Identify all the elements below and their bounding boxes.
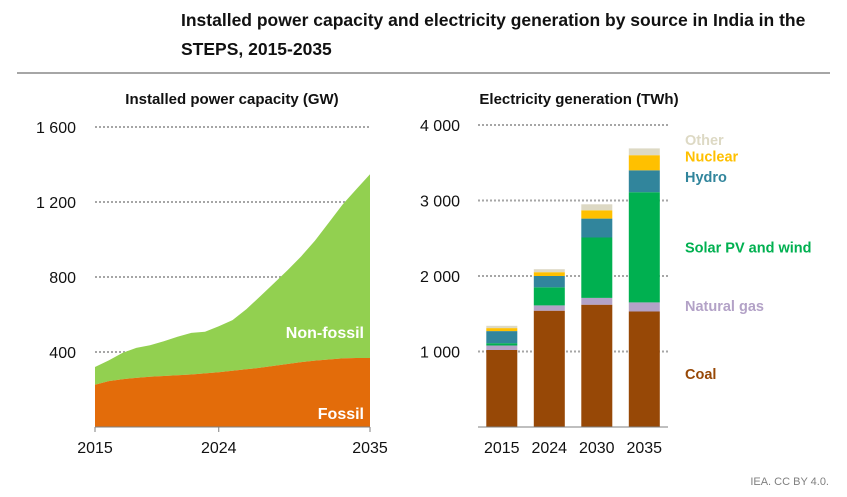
bar-segment-coal <box>581 304 613 427</box>
bar-segment-other <box>581 204 613 211</box>
bar-segment-other <box>628 148 660 156</box>
fossil-area <box>95 358 370 427</box>
generation-y-tick-label: 2 000 <box>420 269 460 286</box>
generation-x-tick-label: 2035 <box>626 440 662 457</box>
generation-y-tick-label: 4 000 <box>420 118 460 135</box>
capacity-x-tick-label: 2024 <box>201 440 237 457</box>
bar-segment-nuclear <box>486 328 518 332</box>
legend-label: Coal <box>685 367 716 383</box>
bar-segment-coal <box>486 350 518 427</box>
bar-segment-natural-gas <box>486 345 518 350</box>
generation-y-tick-label: 3 000 <box>420 194 460 211</box>
generation-chart-title: Electricity generation (TWh) <box>479 91 678 108</box>
capacity-y-tick-label: 1 200 <box>36 195 76 212</box>
bar-segment-coal <box>628 311 660 427</box>
source-credit: IEA. CC BY 4.0. <box>750 476 829 488</box>
bar-segment-solar-pv-and-wind <box>486 343 518 346</box>
capacity-y-tick-label: 400 <box>49 345 76 362</box>
capacity-chart: Installed power capacity (GW) 400 800 1 20… <box>36 91 388 457</box>
capacity-x-tick-label: 2035 <box>352 440 388 457</box>
bar-segment-natural-gas <box>628 302 660 312</box>
bar-segment-nuclear <box>533 272 565 276</box>
generation-x-tick-label: 2024 <box>531 440 567 457</box>
legend-label: Nuclear <box>685 150 739 166</box>
bar-segment-nuclear <box>581 210 613 219</box>
bar-segment-solar-pv-and-wind <box>533 287 565 306</box>
generation-y-tick-label: 1 000 <box>420 345 460 362</box>
bar-segment-natural-gas <box>533 305 565 311</box>
non-fossil-area <box>95 174 370 385</box>
bar-segment-solar-pv-and-wind <box>628 192 660 303</box>
bar-segment-coal <box>533 310 565 427</box>
chart-title: Installed power capacity and electricity… <box>181 10 806 59</box>
bar-segment-other <box>486 325 518 329</box>
bar-segment-hydro <box>486 331 518 344</box>
capacity-x-tick-label: 2015 <box>77 440 113 457</box>
generation-chart: Electricity generation (TWh) 1 000 2 000 3… <box>420 91 812 457</box>
legend-label: Solar PV and wind <box>685 240 812 256</box>
bar-segment-solar-pv-and-wind <box>581 237 613 298</box>
bar-segment-nuclear <box>628 155 660 171</box>
bar-segment-hydro <box>533 276 565 288</box>
legend-label: Other <box>685 133 724 149</box>
capacity-chart-title: Installed power capacity (GW) <box>125 91 338 108</box>
legend-label: Hydro <box>685 170 727 186</box>
title-divider <box>17 72 830 74</box>
bar-segment-hydro <box>581 218 613 238</box>
generation-x-tick-label: 2030 <box>579 440 615 457</box>
fossil-inline-label: Fossil <box>318 406 364 423</box>
bar-segment-other <box>533 269 565 273</box>
generation-x-tick-label: 2015 <box>484 440 520 457</box>
capacity-y-tick-label: 800 <box>49 270 76 287</box>
bar-segment-natural-gas <box>581 297 613 305</box>
capacity-y-tick-label: 1 600 <box>36 120 76 137</box>
bar-segment-hydro <box>628 170 660 193</box>
legend-label: Natural gas <box>685 299 764 315</box>
non-fossil-inline-label: Non-fossil <box>286 325 364 342</box>
